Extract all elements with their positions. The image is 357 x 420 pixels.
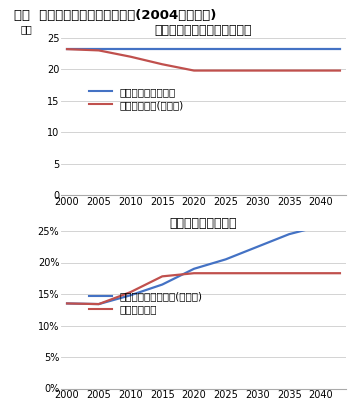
Legend: 改正しなかった場合, 改正した結果(見通し): 改正しなかった場合, 改正した結果(見通し) [89,87,184,110]
Title: モデル世帯の実質的な年金額: モデル世帯の実質的な年金額 [155,24,252,37]
Text: 図表  年金額と保険料率の見通し(2004年改正時): 図表 年金額と保険料率の見通し(2004年改正時) [14,9,217,22]
Title: 厚生年金の保険料率: 厚生年金の保険料率 [170,217,237,230]
Text: 万円: 万円 [21,25,32,34]
Legend: 改正しなかった場合(見通し), 改正した結果: 改正しなかった場合(見通し), 改正した結果 [89,291,203,315]
